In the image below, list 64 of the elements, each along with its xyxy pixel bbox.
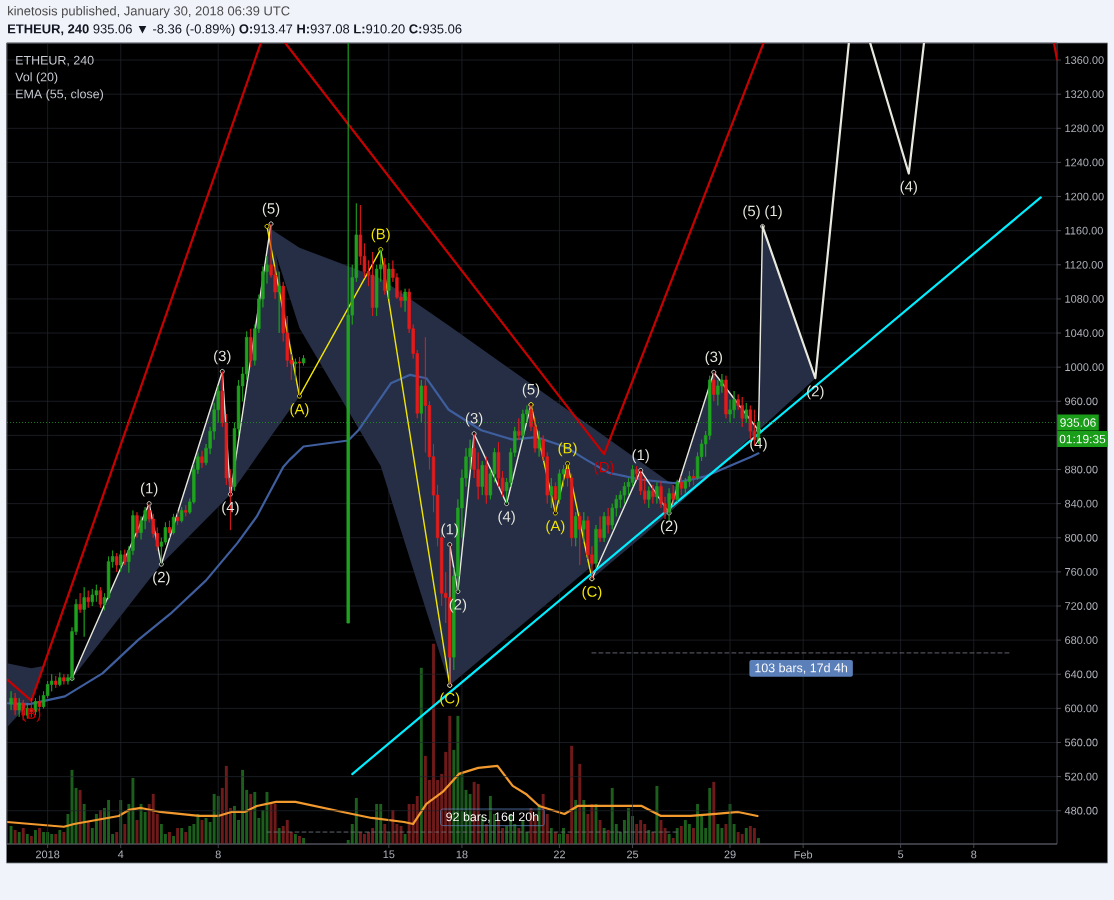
annotation: (5) xyxy=(743,205,760,220)
y-tick-label: 560.00 xyxy=(1064,738,1098,747)
chart-title: kinetosis published, January 30, 2018 06:39 UTC xyxy=(8,5,290,19)
annotation: (D) xyxy=(594,461,614,476)
y-tick-label: 1280.00 xyxy=(1065,124,1104,133)
y-tick-label: 960.00 xyxy=(1065,397,1098,406)
annotation: (1) xyxy=(140,482,158,497)
y-tick-label: 600.00 xyxy=(1065,704,1098,713)
x-tick-label: 18 xyxy=(456,850,468,859)
x-tick-label: Feb xyxy=(794,850,813,859)
annotation: (2) xyxy=(153,571,170,586)
y-tick-label: 520.00 xyxy=(1064,772,1098,781)
annotation: (4) xyxy=(498,510,515,525)
annotation: (1) xyxy=(765,205,782,220)
y-tick-label: 1000.00 xyxy=(1065,363,1104,372)
y-tick-label: 760.00 xyxy=(1065,568,1098,576)
annotation: (B) xyxy=(558,442,577,457)
y-tick-label: 1240.00 xyxy=(1065,158,1104,167)
y-tick-label: 480.00 xyxy=(1064,806,1098,815)
y-tick-label: 800.00 xyxy=(1065,533,1098,542)
x-tick-label: 8 xyxy=(971,850,977,859)
y-tick-label: 840.00 xyxy=(1065,499,1098,508)
annotation: (4) xyxy=(750,437,767,452)
annotation: ETHEUR, 240 xyxy=(16,55,94,67)
annotation: (3) xyxy=(214,350,231,365)
y-tick-label: 1080.00 xyxy=(1065,295,1104,303)
y-tick-label: 680.00 xyxy=(1065,636,1098,644)
x-tick-label: 5 xyxy=(898,850,904,859)
annotation: (A) xyxy=(290,403,309,418)
x-tick-label: 15 xyxy=(383,850,395,859)
annotation: (3) xyxy=(705,351,722,366)
annotation: (A) xyxy=(546,520,565,535)
y-tick-label: 1120.00 xyxy=(1065,260,1103,269)
annotation: (2) xyxy=(807,385,824,400)
y-tick-label: 1040.00 xyxy=(1065,329,1104,337)
text: 01:19:35 xyxy=(1059,434,1106,444)
annotation: (4) xyxy=(900,180,917,195)
annotation: 103 bars, 17d 4h xyxy=(755,663,848,674)
ref-line-label: 935.06 xyxy=(1060,418,1096,427)
y-tick-label: 1200.00 xyxy=(1065,192,1104,201)
annotation: EMA (55, close) xyxy=(16,89,103,101)
annotation: (3) xyxy=(465,412,483,427)
annotation: (C) xyxy=(440,692,460,707)
annotation: Vol (20) xyxy=(15,72,58,84)
y-tick-label: 880.00 xyxy=(1065,465,1098,474)
x-tick-label: 29 xyxy=(724,850,736,859)
annotation: (1) xyxy=(632,449,649,464)
y-tick-label: 640.00 xyxy=(1065,670,1098,679)
y-tick-label: 1320.00 xyxy=(1065,90,1104,99)
y-tick-label: 1360.00 xyxy=(1065,56,1104,64)
text: ETHEUR, 240 935.06 ▼ -8.36 (-0.89%) O:913.47 H:937.08 L:910.20 C:935.06 xyxy=(8,23,462,37)
annotation: (C) xyxy=(582,585,602,600)
y-tick-label: 720.00 xyxy=(1065,602,1098,610)
annotation: (5) xyxy=(522,383,540,398)
annotation: 92 bars, 16d 20h xyxy=(446,812,539,823)
y-tick-label: 1160.00 xyxy=(1065,226,1103,235)
x-tick-label: 4 xyxy=(117,850,124,859)
x-tick-label: 8 xyxy=(215,850,221,859)
annotation: (B) xyxy=(371,228,390,243)
x-tick-label: 22 xyxy=(553,850,565,859)
x-tick-label: 2018 xyxy=(35,850,60,859)
annotation: (5) xyxy=(262,202,280,217)
x-tick-label: 25 xyxy=(627,850,639,859)
annotation: (2) xyxy=(660,520,678,535)
